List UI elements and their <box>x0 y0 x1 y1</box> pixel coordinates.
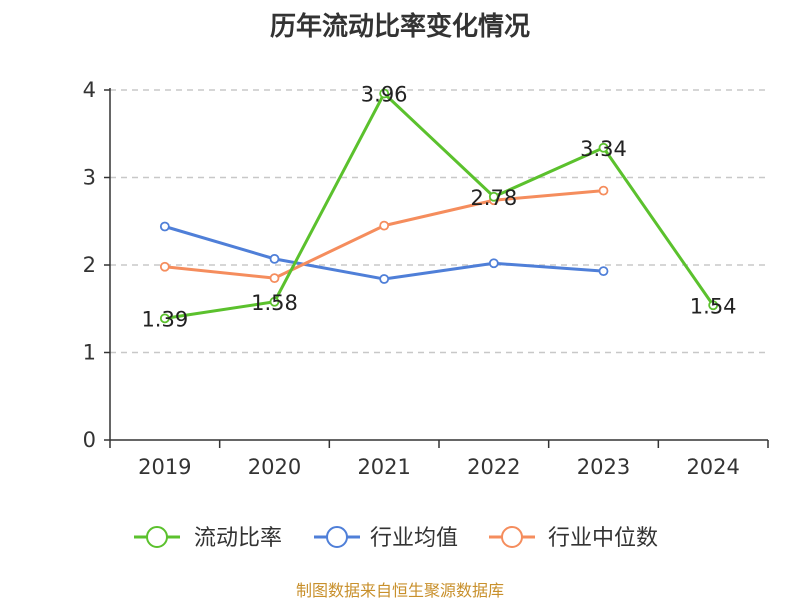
legend-item: 行业均值 <box>314 526 458 551</box>
legend-marker <box>501 526 523 548</box>
legend-item: 流动比率 <box>134 526 282 551</box>
data-point <box>269 296 280 307</box>
data-point <box>488 191 499 202</box>
axes: 0 1 2 3 4 2019 2020 2021 2022 2023 2024 <box>83 78 769 479</box>
data-point <box>159 221 170 232</box>
data-point <box>379 220 390 231</box>
data-point <box>159 261 170 272</box>
data-point <box>598 266 609 277</box>
data-point <box>379 274 390 284</box>
y-tick-label: 3 <box>83 166 96 190</box>
data-point <box>598 185 609 196</box>
data-label: 1.58 <box>251 291 298 315</box>
series-line <box>164 225 604 281</box>
legend-label: 流动比率 <box>194 526 282 551</box>
x-tick-label: 2023 <box>577 455 630 479</box>
y-tick-label: 4 <box>83 78 96 102</box>
data-point <box>159 313 170 324</box>
data-label: 2.78 <box>470 186 517 210</box>
data-label: 3.96 <box>361 83 408 107</box>
chart-title: 历年流动比率变化情况 <box>269 12 530 42</box>
legend-marker <box>146 526 168 548</box>
x-tick-label: 2021 <box>357 455 410 479</box>
series-industry-median <box>159 185 609 284</box>
y-tick-label: 2 <box>83 253 96 277</box>
legend-label: 行业均值 <box>370 526 458 551</box>
data-point <box>269 273 280 284</box>
series-current-ratio <box>159 88 719 324</box>
data-labels: 1.39 1.58 3.96 2.78 3.34 1.54 <box>141 83 736 332</box>
data-point <box>488 258 499 269</box>
series-lines <box>159 88 719 324</box>
x-tick-label: 2022 <box>467 455 520 479</box>
x-tick-label: 2019 <box>138 455 191 479</box>
legend-marker <box>326 526 348 548</box>
data-point <box>379 88 390 99</box>
y-tick-label: 0 <box>83 428 96 452</box>
x-tick-label: 2024 <box>686 455 739 479</box>
data-label: 1.54 <box>690 294 737 318</box>
y-tick-label: 1 <box>83 341 96 365</box>
data-label: 1.39 <box>141 307 188 331</box>
series-industry-average <box>159 221 609 284</box>
data-point <box>598 142 609 153</box>
series-line <box>164 92 715 320</box>
legend-label: 行业中位数 <box>548 526 658 551</box>
data-label: 3.34 <box>580 137 627 161</box>
x-tick-label: 2020 <box>248 455 301 479</box>
legend-item: 行业中位数 <box>489 526 658 551</box>
source-note: 制图数据来自恒生聚源数据库 <box>295 581 504 600</box>
data-point <box>269 253 280 264</box>
legend: 流动比率 行业均值 行业中位数 <box>134 526 658 551</box>
data-point <box>708 300 719 311</box>
